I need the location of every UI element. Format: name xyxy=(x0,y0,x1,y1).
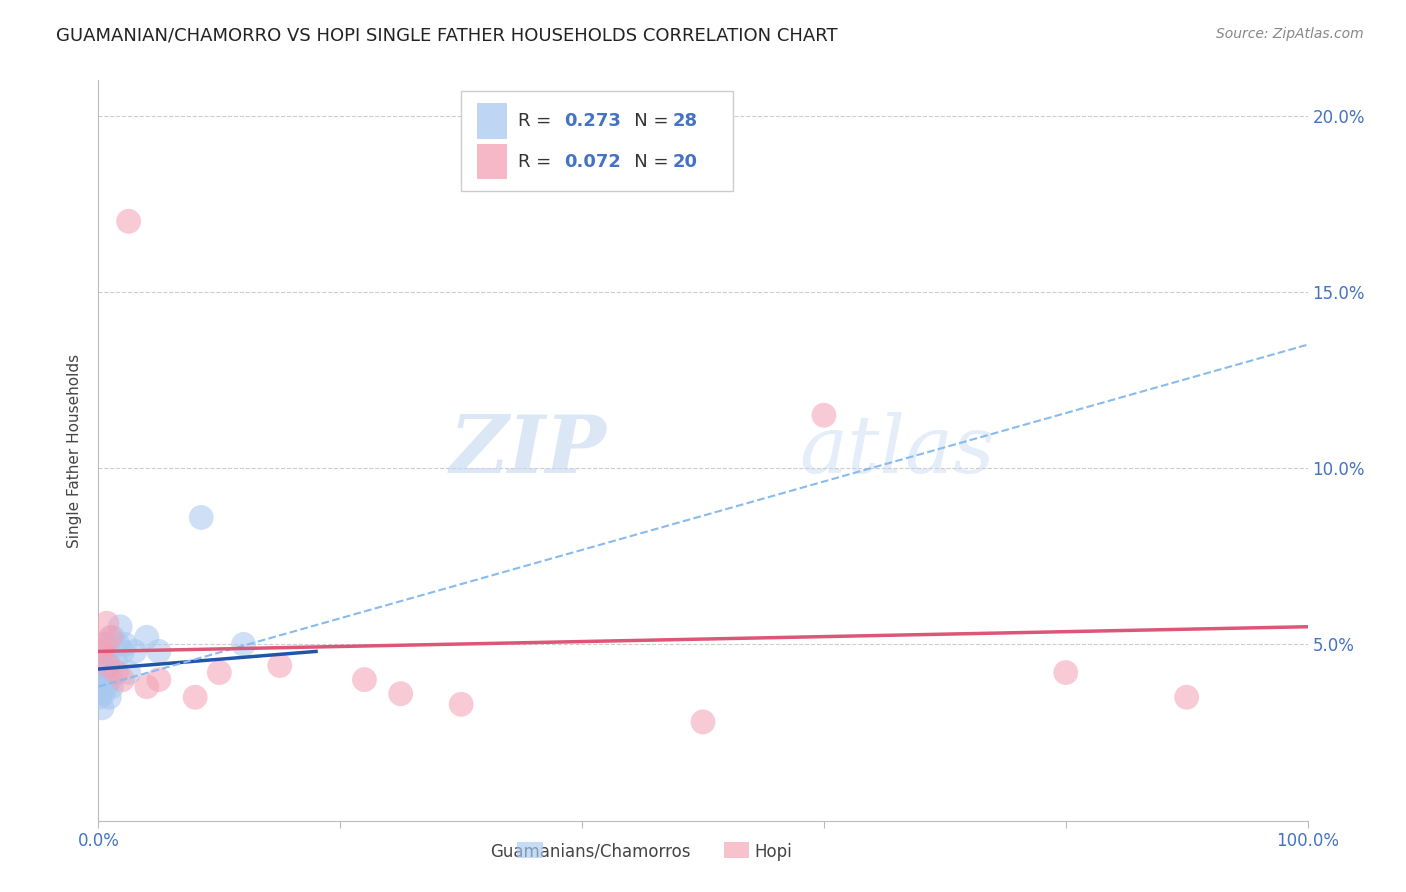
FancyBboxPatch shape xyxy=(477,144,508,179)
Point xyxy=(104,655,127,669)
Text: atlas: atlas xyxy=(800,412,995,489)
Text: 28: 28 xyxy=(672,112,697,130)
Point xyxy=(108,620,131,634)
Point xyxy=(89,690,111,705)
FancyBboxPatch shape xyxy=(477,103,508,139)
Point xyxy=(135,680,157,694)
Point xyxy=(101,630,124,644)
Point xyxy=(97,658,120,673)
Point xyxy=(93,637,115,651)
Point xyxy=(91,644,114,658)
Point xyxy=(94,680,117,694)
Point xyxy=(124,644,146,658)
Point xyxy=(91,701,114,715)
Point xyxy=(100,680,122,694)
Point xyxy=(118,665,141,680)
Point xyxy=(190,510,212,524)
Point xyxy=(90,665,112,680)
Text: Guamanians/Chamorros: Guamanians/Chamorros xyxy=(491,843,690,861)
Text: 20: 20 xyxy=(672,153,697,170)
Text: N =: N = xyxy=(617,112,675,130)
Text: R =: R = xyxy=(517,112,557,130)
Point xyxy=(208,665,231,680)
Point xyxy=(1054,665,1077,680)
Text: ZIP: ZIP xyxy=(450,412,606,489)
Point xyxy=(91,687,114,701)
Point xyxy=(813,408,835,422)
Point xyxy=(90,680,112,694)
Point xyxy=(1175,690,1198,705)
Point xyxy=(389,687,412,701)
Text: Hopi: Hopi xyxy=(755,843,792,861)
Text: R =: R = xyxy=(517,153,557,170)
Point xyxy=(97,655,120,669)
Point xyxy=(148,673,170,687)
Point xyxy=(96,673,118,687)
Point xyxy=(91,658,114,673)
Point xyxy=(107,637,129,651)
Point xyxy=(114,637,136,651)
Point xyxy=(353,673,375,687)
Point xyxy=(100,630,122,644)
Text: 0.072: 0.072 xyxy=(564,153,621,170)
Text: N =: N = xyxy=(617,153,675,170)
Point xyxy=(450,698,472,712)
Point xyxy=(111,673,134,687)
Point xyxy=(98,690,121,705)
Point xyxy=(100,673,122,687)
Point xyxy=(692,714,714,729)
Y-axis label: Single Father Households: Single Father Households xyxy=(67,353,83,548)
Text: GUAMANIAN/CHAMORRO VS HOPI SINGLE FATHER HOUSEHOLDS CORRELATION CHART: GUAMANIAN/CHAMORRO VS HOPI SINGLE FATHER… xyxy=(56,27,838,45)
Point xyxy=(91,673,114,687)
Point xyxy=(135,630,157,644)
Point xyxy=(93,665,115,680)
FancyBboxPatch shape xyxy=(461,91,734,191)
Point xyxy=(184,690,207,705)
Point xyxy=(96,616,118,631)
Point xyxy=(105,665,128,680)
Point xyxy=(111,644,134,658)
Point xyxy=(269,658,291,673)
Point xyxy=(94,651,117,665)
Point xyxy=(148,644,170,658)
Text: 0.273: 0.273 xyxy=(564,112,621,130)
Text: Source: ZipAtlas.com: Source: ZipAtlas.com xyxy=(1216,27,1364,41)
Point xyxy=(232,637,254,651)
Point xyxy=(93,637,115,651)
Point xyxy=(118,214,141,228)
